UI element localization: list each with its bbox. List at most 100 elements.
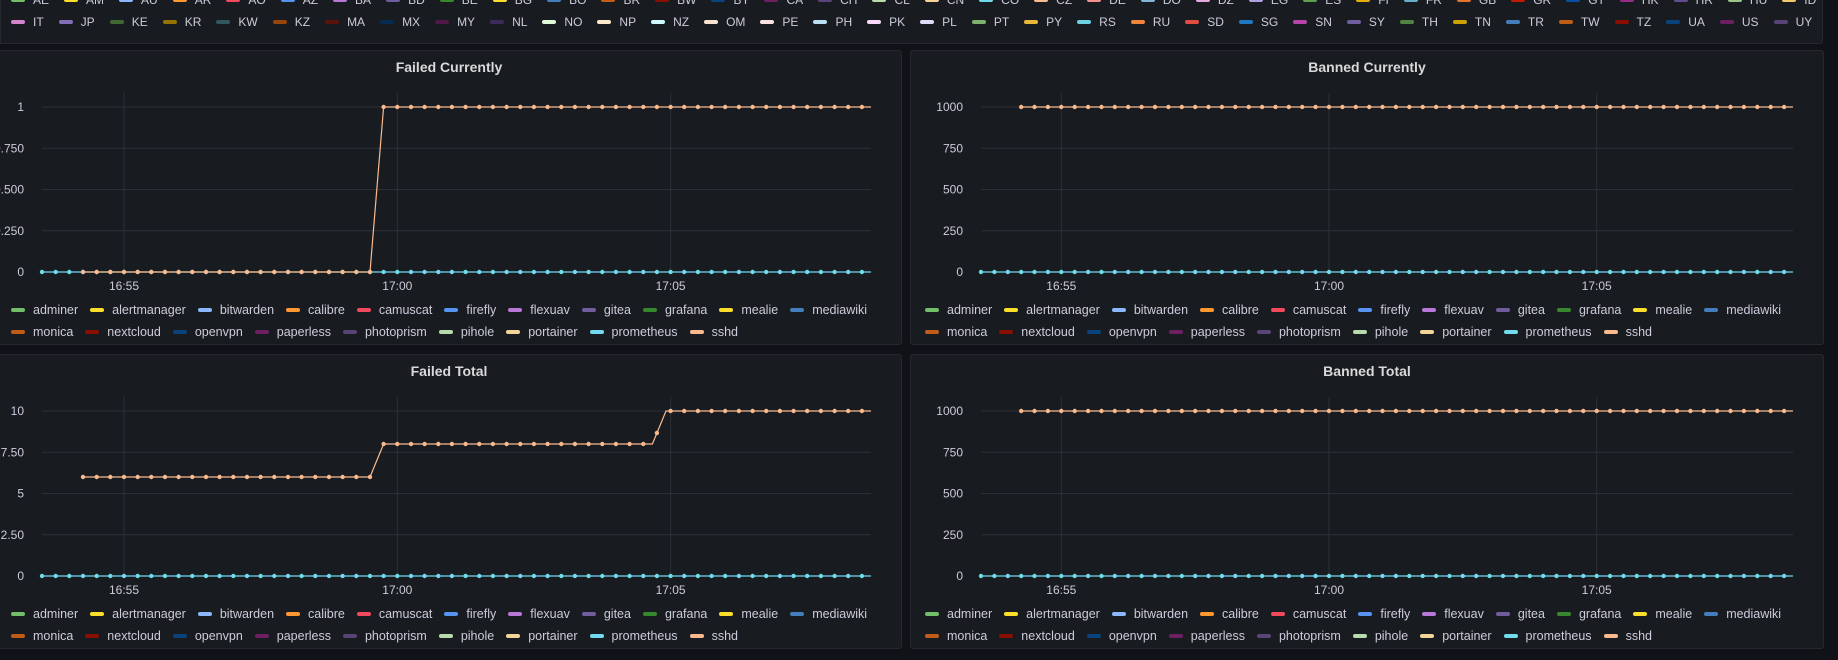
legend-item-nextcloud[interactable]: nextcloud xyxy=(999,325,1075,339)
legend-item-bg[interactable]: BG xyxy=(492,0,532,7)
legend-item-nextcloud[interactable]: nextcloud xyxy=(85,629,161,643)
legend-item-gitea[interactable]: gitea xyxy=(581,607,631,621)
legend-item-monica[interactable]: monica xyxy=(925,325,987,339)
legend-item-bitwarden[interactable]: bitwarden xyxy=(1111,607,1188,621)
banned-total-chart[interactable]: 0 250 500 750 1000 16:55 17:00 17:05 xyxy=(911,355,1823,595)
legend-item-mediawiki[interactable]: mediawiki xyxy=(1704,607,1781,621)
legend-item-bitwarden[interactable]: bitwarden xyxy=(197,607,274,621)
legend-item-alertmanager[interactable]: alertmanager xyxy=(1004,607,1100,621)
panel-banned-total[interactable]: Banned Total 0 250 500 750 1000 16:55 17:00 17:… xyxy=(910,354,1824,649)
legend-item-gt[interactable]: GT xyxy=(1566,0,1605,7)
legend-item-pihole[interactable]: pihole xyxy=(1352,629,1408,643)
legend-item-gitea[interactable]: gitea xyxy=(581,303,631,317)
legend-item-py[interactable]: PY xyxy=(1024,15,1062,29)
failed-total-chart[interactable]: 0 2.50 5 7.50 10 16:55 17:00 17:05 xyxy=(0,355,901,595)
legend-item-flexuav[interactable]: flexuav xyxy=(508,303,570,317)
legend-item-be[interactable]: BE xyxy=(439,0,478,7)
legend-item-adminer[interactable]: adminer xyxy=(11,607,78,621)
legend-item-ao[interactable]: AO xyxy=(226,0,266,7)
legend-item-portainer[interactable]: portainer xyxy=(1420,325,1492,339)
panel-banned-currently[interactable]: Banned Currently 0 250 500 750 1000 16:55 17:0… xyxy=(910,50,1824,345)
legend-item-sshd[interactable]: sshd xyxy=(1603,629,1652,643)
panel-failed-total[interactable]: Failed Total 0 2.50 5 7.50 10 16:55 17:00 17:05… xyxy=(0,354,902,649)
legend-item-us[interactable]: US xyxy=(1719,15,1759,29)
legend-item-de[interactable]: DE xyxy=(1087,0,1126,7)
legend-item-monica[interactable]: monica xyxy=(11,325,73,339)
legend-item-nextcloud[interactable]: nextcloud xyxy=(85,325,161,339)
legend-item-photoprism[interactable]: photoprism xyxy=(1256,629,1341,643)
legend-item-kr[interactable]: KR xyxy=(162,15,201,29)
legend-item-ae[interactable]: AE xyxy=(11,0,49,7)
legend-item-do[interactable]: DO xyxy=(1140,0,1181,7)
legend-item-ru[interactable]: RU xyxy=(1130,15,1170,29)
legend-item-grafana[interactable]: grafana xyxy=(1556,607,1621,621)
banned-currently-chart[interactable]: 0 250 500 750 1000 16:55 17:00 17:05 xyxy=(911,51,1823,291)
legend-item-firefly[interactable]: firefly xyxy=(1358,303,1410,317)
legend-item-eg[interactable]: EG xyxy=(1248,0,1288,7)
legend-item-grafana[interactable]: grafana xyxy=(642,303,707,317)
legend-item-flexuav[interactable]: flexuav xyxy=(1422,303,1484,317)
legend-item-openvpn[interactable]: openvpn xyxy=(172,325,243,339)
legend-item-ph[interactable]: PH xyxy=(813,15,852,29)
legend-item-adminer[interactable]: adminer xyxy=(925,303,992,317)
legend-item-pihole[interactable]: pihole xyxy=(438,629,494,643)
legend-item-tr[interactable]: TR xyxy=(1505,15,1544,29)
legend-item-ch[interactable]: CH xyxy=(818,0,857,7)
legend-item-id[interactable]: ID xyxy=(1782,0,1816,7)
legend-item-cn[interactable]: CN xyxy=(924,0,964,7)
legend-item-pk[interactable]: PK xyxy=(867,15,905,29)
legend-item-mealie[interactable]: mealie xyxy=(719,607,778,621)
legend-item-alertmanager[interactable]: alertmanager xyxy=(1004,303,1100,317)
legend-item-prometheus[interactable]: prometheus xyxy=(589,629,678,643)
legend-item-firefly[interactable]: firefly xyxy=(444,607,496,621)
legend-item-portainer[interactable]: portainer xyxy=(1420,629,1492,643)
legend-item-ua[interactable]: UA xyxy=(1666,15,1705,29)
legend-item-br[interactable]: BR xyxy=(601,0,640,7)
legend-item-pihole[interactable]: pihole xyxy=(1352,325,1408,339)
legend-item-monica[interactable]: monica xyxy=(11,629,73,643)
panel-title[interactable]: Failed Total xyxy=(410,363,488,379)
legend-item-om[interactable]: OM xyxy=(704,15,745,29)
legend-item-no[interactable]: NO xyxy=(542,15,582,29)
legend-item-nl[interactable]: NL xyxy=(490,15,527,29)
legend-item-adminer[interactable]: adminer xyxy=(11,303,78,317)
legend-item-ma[interactable]: MA xyxy=(325,15,365,29)
legend-item-mealie[interactable]: mealie xyxy=(1633,607,1692,621)
legend-item-camuscat[interactable]: camuscat xyxy=(356,607,432,621)
legend-item-cz[interactable]: CZ xyxy=(1034,0,1072,7)
legend-item-bitwarden[interactable]: bitwarden xyxy=(197,303,274,317)
legend-item-photoprism[interactable]: photoprism xyxy=(342,325,427,339)
legend-item-mx[interactable]: MX xyxy=(380,15,420,29)
legend-item-sshd[interactable]: sshd xyxy=(689,629,738,643)
legend-item-grafana[interactable]: grafana xyxy=(1556,303,1621,317)
legend-item-camuscat[interactable]: camuscat xyxy=(1270,303,1346,317)
legend-item-openvpn[interactable]: openvpn xyxy=(172,629,243,643)
legend-item-pt[interactable]: PT xyxy=(971,15,1009,29)
legend-item-es[interactable]: ES xyxy=(1303,0,1341,7)
legend-item-nz[interactable]: NZ xyxy=(651,15,689,29)
legend-item-th[interactable]: TH xyxy=(1399,15,1438,29)
legend-item-kz[interactable]: KZ xyxy=(272,15,310,29)
legend-item-bitwarden[interactable]: bitwarden xyxy=(1111,303,1188,317)
legend-item-sshd[interactable]: sshd xyxy=(1603,325,1652,339)
legend-item-paperless[interactable]: paperless xyxy=(254,629,331,643)
panel-title[interactable]: Banned Currently xyxy=(1308,59,1426,75)
legend-item-calibre[interactable]: calibre xyxy=(1200,303,1259,317)
legend-item-mealie[interactable]: mealie xyxy=(719,303,778,317)
legend-item-grafana[interactable]: grafana xyxy=(642,607,707,621)
legend-item-camuscat[interactable]: camuscat xyxy=(1270,607,1346,621)
legend-item-flexuav[interactable]: flexuav xyxy=(508,607,570,621)
legend-item-prometheus[interactable]: prometheus xyxy=(1503,629,1592,643)
legend-item-gitea[interactable]: gitea xyxy=(1495,303,1545,317)
legend-item-by[interactable]: BY xyxy=(711,0,749,7)
legend-item-pe[interactable]: PE xyxy=(760,15,798,29)
legend-item-mediawiki[interactable]: mediawiki xyxy=(790,607,867,621)
legend-item-gb[interactable]: GB xyxy=(1456,0,1496,7)
legend-item-paperless[interactable]: paperless xyxy=(254,325,331,339)
legend-item-ca[interactable]: CA xyxy=(764,0,803,7)
legend-item-mediawiki[interactable]: mediawiki xyxy=(1704,303,1781,317)
legend-item-my[interactable]: MY xyxy=(435,15,475,29)
legend-item-calibre[interactable]: calibre xyxy=(286,607,345,621)
legend-item-cl[interactable]: CL xyxy=(872,0,910,7)
legend-item-mediawiki[interactable]: mediawiki xyxy=(790,303,867,317)
